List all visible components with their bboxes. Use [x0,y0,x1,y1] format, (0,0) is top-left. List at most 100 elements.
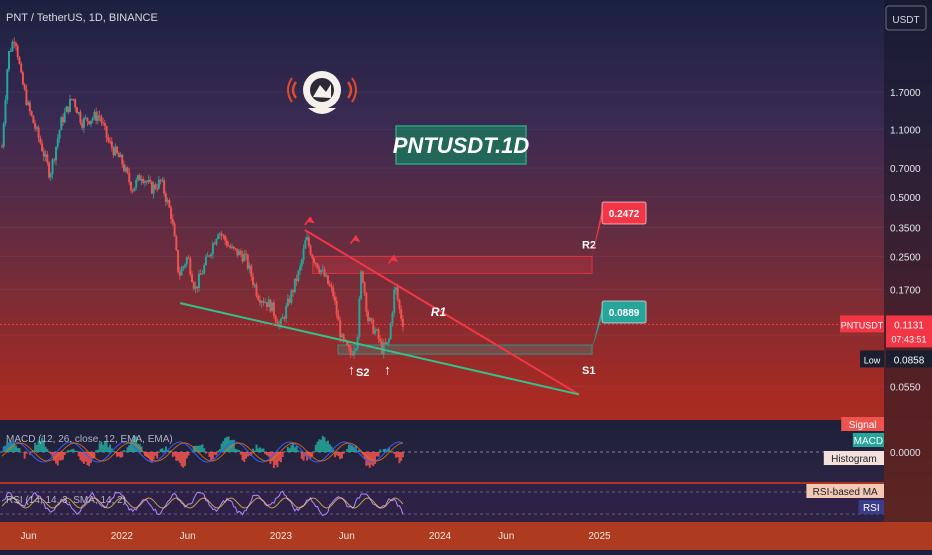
candle-body [118,153,120,157]
candle-body [262,301,264,303]
candle [146,180,148,185]
candle [106,126,108,143]
candle-body [17,46,19,57]
candle [1,144,3,148]
candle [372,318,374,335]
histogram-bar [365,452,367,466]
candle [271,302,273,311]
candle-body [158,180,160,189]
histogram-bar [50,452,52,454]
candle-body [343,334,345,339]
histogram-bar [109,445,111,452]
candle-body [10,51,12,52]
candle [135,177,137,190]
candle [144,180,146,187]
histogram-bar [294,447,296,452]
candle-body [203,265,205,273]
candle-body [151,182,153,194]
candle-body [233,247,235,248]
candle-body [252,277,254,285]
candle-body [55,147,57,161]
candle [200,269,202,275]
price-axis[interactable] [884,0,932,550]
x-tick-label: Jun [339,531,355,542]
candle [62,114,64,126]
candle-body [269,300,271,312]
candle [207,252,209,257]
candle [294,279,296,294]
candle [17,44,19,60]
candle-body [254,285,256,286]
candle-body [287,299,289,306]
candle-body [8,51,10,70]
histogram-bar [79,452,81,460]
candle-body [172,219,174,224]
histogram-bar [391,451,393,452]
y-tick-label: 0.0550 [890,382,921,393]
candle-body [235,248,237,249]
candle [86,117,88,126]
histogram-bar [154,452,156,456]
candle-body [275,316,277,321]
candle-body [170,208,172,220]
candle-body [174,224,176,237]
candle-body [390,323,392,339]
histogram-bar [64,452,66,455]
candle-body [395,287,397,290]
histogram-bar [123,450,125,452]
histogram-bar [245,452,247,459]
candle [398,299,400,314]
candle [46,151,48,166]
candle-body [283,317,285,318]
legend-histogram: Histogram [824,451,884,465]
candle-body [341,334,343,337]
candle-body [292,290,294,292]
histogram-bar [175,452,177,461]
histogram-bar [67,450,69,452]
candle [149,176,151,184]
histogram-bar [398,452,400,463]
last-price-value: 0.1131 [894,320,924,331]
candle [384,338,386,345]
candle-body [208,255,210,256]
rsi-pane[interactable] [0,484,884,522]
candle [15,41,17,51]
candle-body [329,284,331,286]
histogram-bar [60,452,62,460]
candle-body [210,254,212,256]
candle-body [65,107,67,113]
time-axis[interactable] [0,522,932,550]
candle-body [72,99,74,100]
tag-pointer [592,307,602,349]
candle [210,253,212,259]
histogram-bar [318,439,320,452]
histogram-bar [217,451,219,452]
candle [215,238,217,246]
legend-macd: MACD [853,433,884,447]
candle-body [191,274,193,282]
rsi-title: RSI (14, 14, 3, SMA, 14, 2) [6,495,126,506]
histogram-bar [289,448,291,452]
candle [224,234,226,244]
candle [400,306,402,322]
candle [332,284,334,299]
candle-body [384,342,386,344]
candle [179,267,181,280]
candle-body [139,175,141,180]
candle-body [24,85,26,90]
y-tick-label: 1.1000 [890,125,921,136]
histogram-bar [235,449,237,452]
candle-body [332,288,334,297]
candle [36,126,38,131]
candle-body [107,137,109,141]
histogram-bar [285,451,287,452]
candle-body [114,147,116,156]
level-tag-S1: 0.0889 [592,301,646,349]
candle-body [4,100,6,124]
histogram-bar [240,452,242,455]
candle-body [113,148,115,156]
x-tick-label: 2023 [270,531,293,542]
